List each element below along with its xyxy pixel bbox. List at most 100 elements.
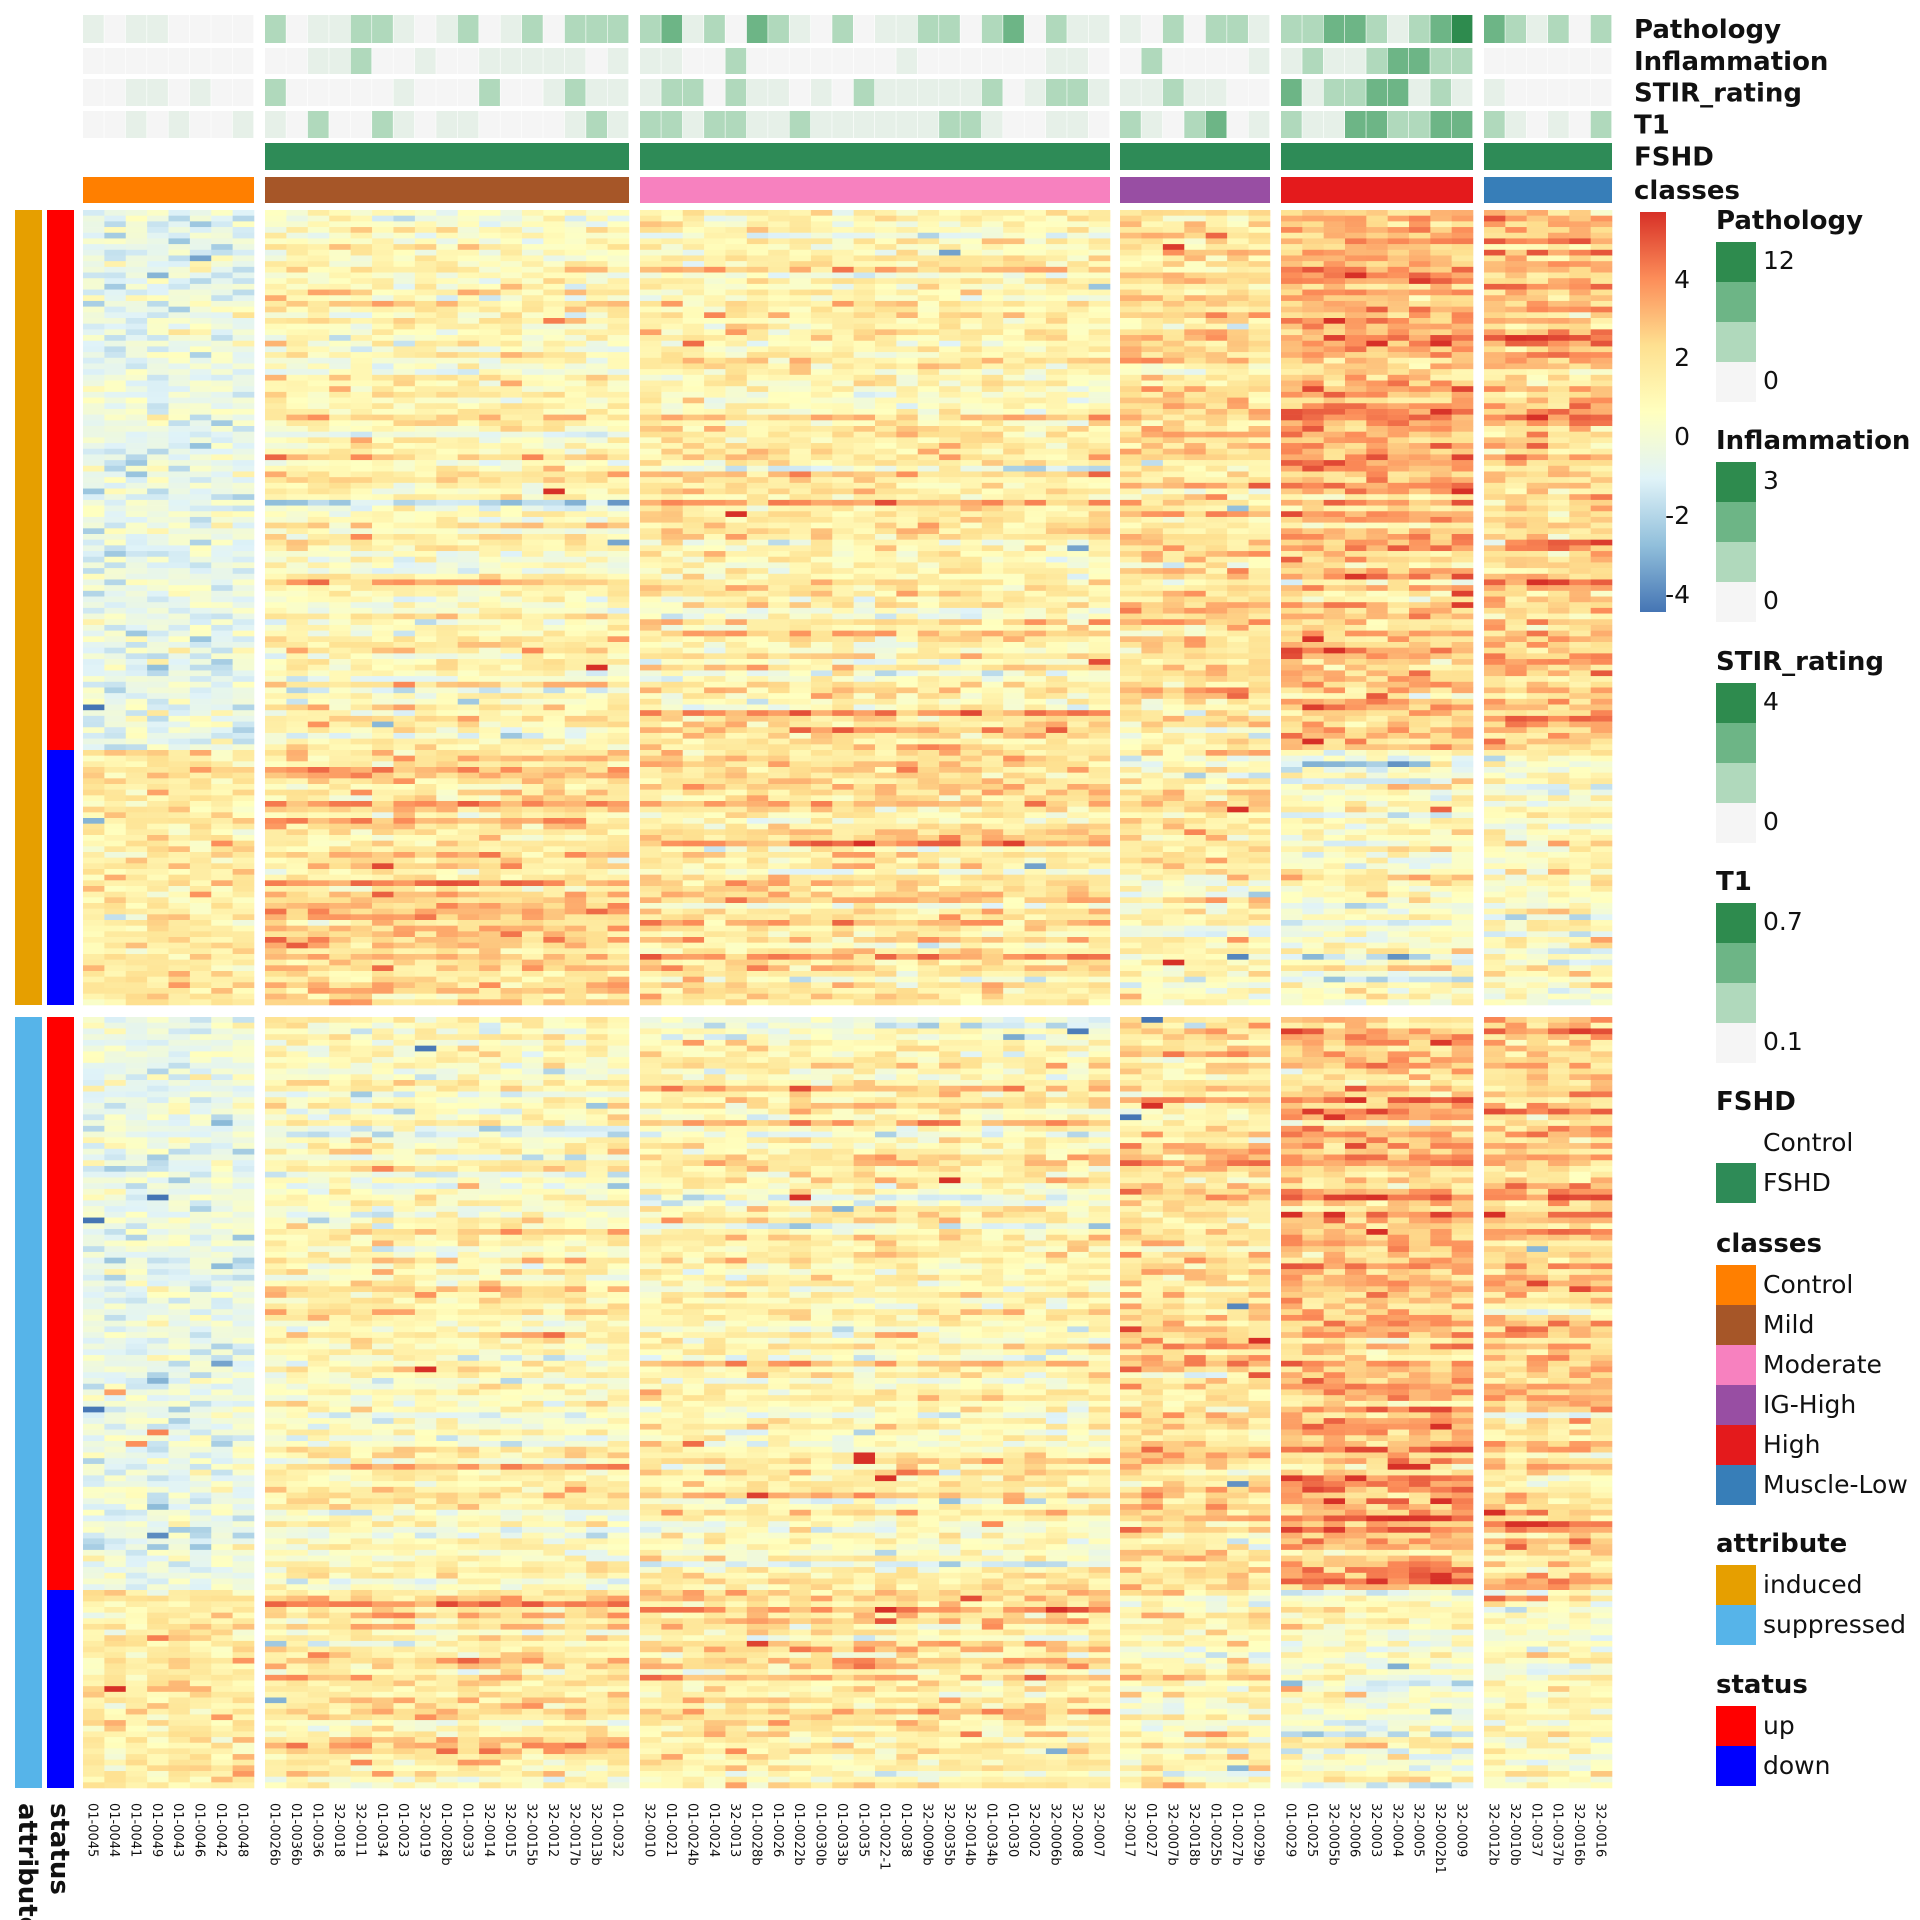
heatmap-cell bbox=[83, 908, 105, 915]
heatmap-cell bbox=[211, 1125, 233, 1132]
heatmap-cell bbox=[125, 954, 148, 960]
heatmap-cell bbox=[307, 642, 330, 648]
heatmap-cell bbox=[83, 1680, 105, 1687]
heatmap-cell bbox=[232, 556, 255, 563]
heatmap-cell bbox=[125, 823, 148, 830]
heatmap-cell bbox=[607, 266, 630, 273]
heatmap-cell bbox=[232, 676, 255, 683]
heatmap-cell bbox=[329, 778, 351, 785]
heatmap-cell bbox=[543, 505, 566, 512]
heatmap-cell bbox=[500, 431, 523, 438]
heatmap-cell bbox=[521, 613, 544, 620]
heatmap-cell bbox=[104, 1748, 127, 1755]
heatmap-cell bbox=[211, 1606, 233, 1613]
heatmap-cell bbox=[521, 386, 544, 393]
heatmap-cell bbox=[414, 374, 437, 381]
heatmap-cell bbox=[543, 1022, 566, 1029]
heatmap-cell bbox=[168, 846, 191, 853]
heatmap-cell bbox=[147, 1332, 169, 1339]
heatmap-cell bbox=[83, 1280, 105, 1287]
heatmap-cell bbox=[350, 806, 373, 813]
heatmap-cell bbox=[104, 1765, 127, 1772]
heatmap-cell bbox=[83, 1674, 105, 1681]
heatmap-cell bbox=[83, 772, 105, 779]
heatmap-cell bbox=[168, 840, 191, 847]
heatmap-cell bbox=[189, 1776, 212, 1783]
heatmap-cell bbox=[436, 607, 458, 614]
heatmap-cell bbox=[457, 482, 480, 489]
heatmap-cell bbox=[189, 1669, 212, 1676]
heatmap-cell bbox=[479, 715, 501, 722]
heatmap-cell bbox=[189, 1418, 212, 1425]
heatmap-cell bbox=[286, 852, 309, 858]
heatmap-cell bbox=[436, 829, 458, 836]
heatmap-cell bbox=[543, 642, 566, 648]
heatmap-cell bbox=[104, 329, 127, 336]
heatmap-cell bbox=[125, 1549, 148, 1556]
heatmap-cell bbox=[307, 1062, 330, 1069]
heatmap-cell bbox=[211, 221, 233, 228]
heatmap-cell bbox=[232, 976, 255, 983]
heatmap-cell bbox=[232, 369, 255, 376]
heatmap-cell bbox=[189, 1481, 212, 1488]
heatmap-cell bbox=[307, 357, 330, 364]
heatmap-cell bbox=[436, 1143, 458, 1150]
heatmap-cell bbox=[479, 516, 501, 523]
heatmap-cell bbox=[232, 1326, 255, 1333]
heatmap-cell bbox=[83, 647, 105, 654]
heatmap-cell bbox=[500, 448, 523, 455]
heatmap-cell bbox=[232, 642, 255, 648]
heatmap-cell bbox=[329, 556, 351, 563]
heatmap-cell bbox=[286, 942, 309, 949]
heatmap-cell bbox=[414, 659, 437, 666]
heatmap-cell bbox=[564, 266, 587, 273]
heatmap-cell bbox=[564, 767, 587, 773]
heatmap-cell bbox=[104, 545, 127, 552]
heatmap-cell bbox=[607, 261, 630, 268]
heatmap-cell bbox=[564, 215, 587, 222]
heatmap-cell bbox=[232, 1154, 255, 1161]
heatmap-cell bbox=[436, 630, 458, 637]
heatmap-cell bbox=[125, 477, 148, 484]
heatmap-cell bbox=[307, 471, 330, 478]
heatmap-cell bbox=[479, 414, 501, 421]
heatmap-cell bbox=[436, 772, 458, 779]
heatmap-cell bbox=[125, 1669, 148, 1676]
heatmap-cell bbox=[232, 1521, 255, 1528]
heatmap-cell bbox=[147, 857, 169, 864]
heatmap-cell bbox=[607, 659, 630, 666]
heatmap-cell bbox=[521, 403, 544, 410]
heatmap-cell bbox=[104, 556, 127, 563]
heatmap-cell bbox=[393, 778, 416, 785]
heatmap-cell bbox=[147, 914, 169, 921]
heatmap-cell bbox=[500, 846, 523, 853]
heatmap-cell bbox=[125, 1395, 148, 1402]
heatmap-cell bbox=[147, 516, 169, 523]
heatmap-cell bbox=[147, 1629, 169, 1636]
heatmap-cell bbox=[457, 408, 480, 415]
heatmap-cell bbox=[479, 1074, 501, 1081]
heatmap-cell bbox=[307, 215, 330, 222]
heatmap-cell bbox=[543, 340, 566, 347]
heatmap-cell bbox=[189, 1526, 212, 1533]
heatmap-cell bbox=[479, 965, 501, 972]
heatmap-cell bbox=[414, 874, 437, 881]
heatmap-cell bbox=[329, 613, 351, 620]
heatmap-cell bbox=[307, 539, 330, 546]
heatmap-cell bbox=[393, 465, 416, 472]
heatmap-cell bbox=[607, 806, 630, 813]
heatmap-cell bbox=[83, 835, 105, 841]
heatmap-cell bbox=[586, 659, 608, 666]
heatmap-cell bbox=[521, 465, 544, 472]
heatmap-cell bbox=[232, 874, 255, 881]
heatmap-cell bbox=[265, 431, 287, 438]
heatmap-cell bbox=[232, 886, 255, 892]
heatmap-cell bbox=[329, 744, 351, 751]
heatmap-cell bbox=[329, 886, 351, 892]
heatmap-cell bbox=[83, 426, 105, 432]
heatmap-cell bbox=[436, 869, 458, 875]
heatmap-cell bbox=[564, 880, 587, 887]
heatmap-cell bbox=[350, 687, 373, 694]
heatmap-cell bbox=[436, 261, 458, 268]
heatmap-cell bbox=[436, 698, 458, 705]
